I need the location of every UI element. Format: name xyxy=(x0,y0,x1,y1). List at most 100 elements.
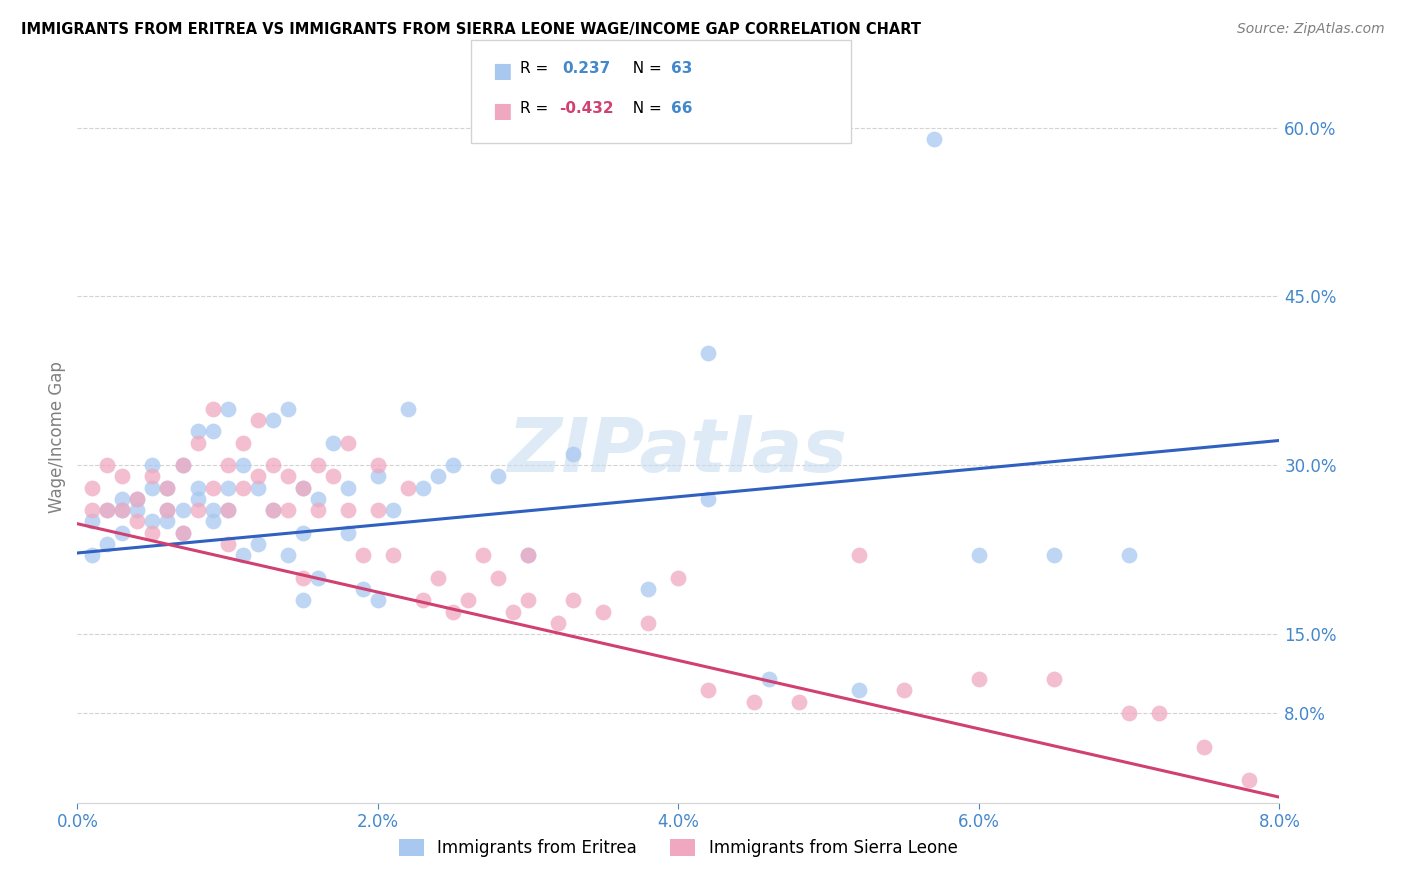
Point xyxy=(787,694,810,708)
Point xyxy=(82,548,104,562)
Point xyxy=(291,481,314,495)
Point xyxy=(441,458,464,473)
Point xyxy=(336,481,359,495)
Point xyxy=(517,593,540,607)
Point xyxy=(186,503,209,517)
Point xyxy=(457,593,479,607)
Point xyxy=(472,548,495,562)
Point xyxy=(412,481,434,495)
Point xyxy=(547,615,569,630)
Point xyxy=(322,435,344,450)
Point xyxy=(336,435,359,450)
Point xyxy=(427,571,450,585)
Point xyxy=(307,458,329,473)
Point xyxy=(217,401,239,416)
Text: Source: ZipAtlas.com: Source: ZipAtlas.com xyxy=(1237,22,1385,37)
Point xyxy=(322,469,344,483)
Point xyxy=(127,503,149,517)
Point xyxy=(232,548,254,562)
Point xyxy=(127,515,149,529)
Text: 66: 66 xyxy=(671,101,692,116)
Point xyxy=(262,458,284,473)
Point xyxy=(262,503,284,517)
Text: R =: R = xyxy=(520,101,554,116)
Point xyxy=(291,571,314,585)
Y-axis label: Wage/Income Gap: Wage/Income Gap xyxy=(48,361,66,513)
Text: R =: R = xyxy=(520,61,554,76)
Point xyxy=(291,525,314,540)
Point xyxy=(217,458,239,473)
Point xyxy=(201,503,224,517)
Point xyxy=(967,672,990,686)
Point xyxy=(82,515,104,529)
Point xyxy=(277,503,299,517)
Point xyxy=(1149,706,1171,720)
Point xyxy=(336,525,359,540)
Point xyxy=(141,469,163,483)
Point xyxy=(246,469,269,483)
Point xyxy=(186,481,209,495)
Point xyxy=(232,481,254,495)
Point xyxy=(637,582,659,596)
Point xyxy=(486,571,509,585)
Point xyxy=(201,425,224,439)
Point xyxy=(893,683,915,698)
Text: IMMIGRANTS FROM ERITREA VS IMMIGRANTS FROM SIERRA LEONE WAGE/INCOME GAP CORRELAT: IMMIGRANTS FROM ERITREA VS IMMIGRANTS FR… xyxy=(21,22,921,37)
Point xyxy=(697,345,720,359)
Point xyxy=(967,548,990,562)
Point xyxy=(367,469,389,483)
Point xyxy=(486,469,509,483)
Point xyxy=(307,571,329,585)
Text: -0.432: -0.432 xyxy=(560,101,614,116)
Text: ■: ■ xyxy=(492,101,512,120)
Point xyxy=(201,515,224,529)
Point xyxy=(367,593,389,607)
Point xyxy=(277,401,299,416)
Point xyxy=(262,503,284,517)
Point xyxy=(668,571,690,585)
Text: ZIPatlas: ZIPatlas xyxy=(509,415,848,488)
Point xyxy=(96,458,118,473)
Point xyxy=(517,548,540,562)
Point xyxy=(82,481,104,495)
Point xyxy=(141,515,163,529)
Point xyxy=(172,458,194,473)
Point xyxy=(396,481,419,495)
Point xyxy=(1118,548,1140,562)
Point xyxy=(172,525,194,540)
Point xyxy=(502,605,524,619)
Point xyxy=(156,481,179,495)
Point xyxy=(277,469,299,483)
Point xyxy=(412,593,434,607)
Point xyxy=(246,481,269,495)
Point xyxy=(172,458,194,473)
Point xyxy=(111,469,134,483)
Point xyxy=(848,683,870,698)
Point xyxy=(441,605,464,619)
Point xyxy=(697,491,720,506)
Point xyxy=(367,503,389,517)
Point xyxy=(352,548,374,562)
Point xyxy=(1043,672,1066,686)
Point xyxy=(381,548,404,562)
Point xyxy=(156,503,179,517)
Point xyxy=(1194,739,1216,754)
Point xyxy=(141,481,163,495)
Point xyxy=(186,435,209,450)
Point xyxy=(217,503,239,517)
Point xyxy=(172,503,194,517)
Point xyxy=(96,503,118,517)
Point xyxy=(246,537,269,551)
Point xyxy=(111,525,134,540)
Point xyxy=(201,401,224,416)
Point xyxy=(367,458,389,473)
Point xyxy=(277,548,299,562)
Point xyxy=(742,694,765,708)
Point xyxy=(592,605,614,619)
Point xyxy=(127,491,149,506)
Point xyxy=(291,593,314,607)
Point xyxy=(156,503,179,517)
Point xyxy=(186,491,209,506)
Text: 0.237: 0.237 xyxy=(562,61,610,76)
Point xyxy=(141,458,163,473)
